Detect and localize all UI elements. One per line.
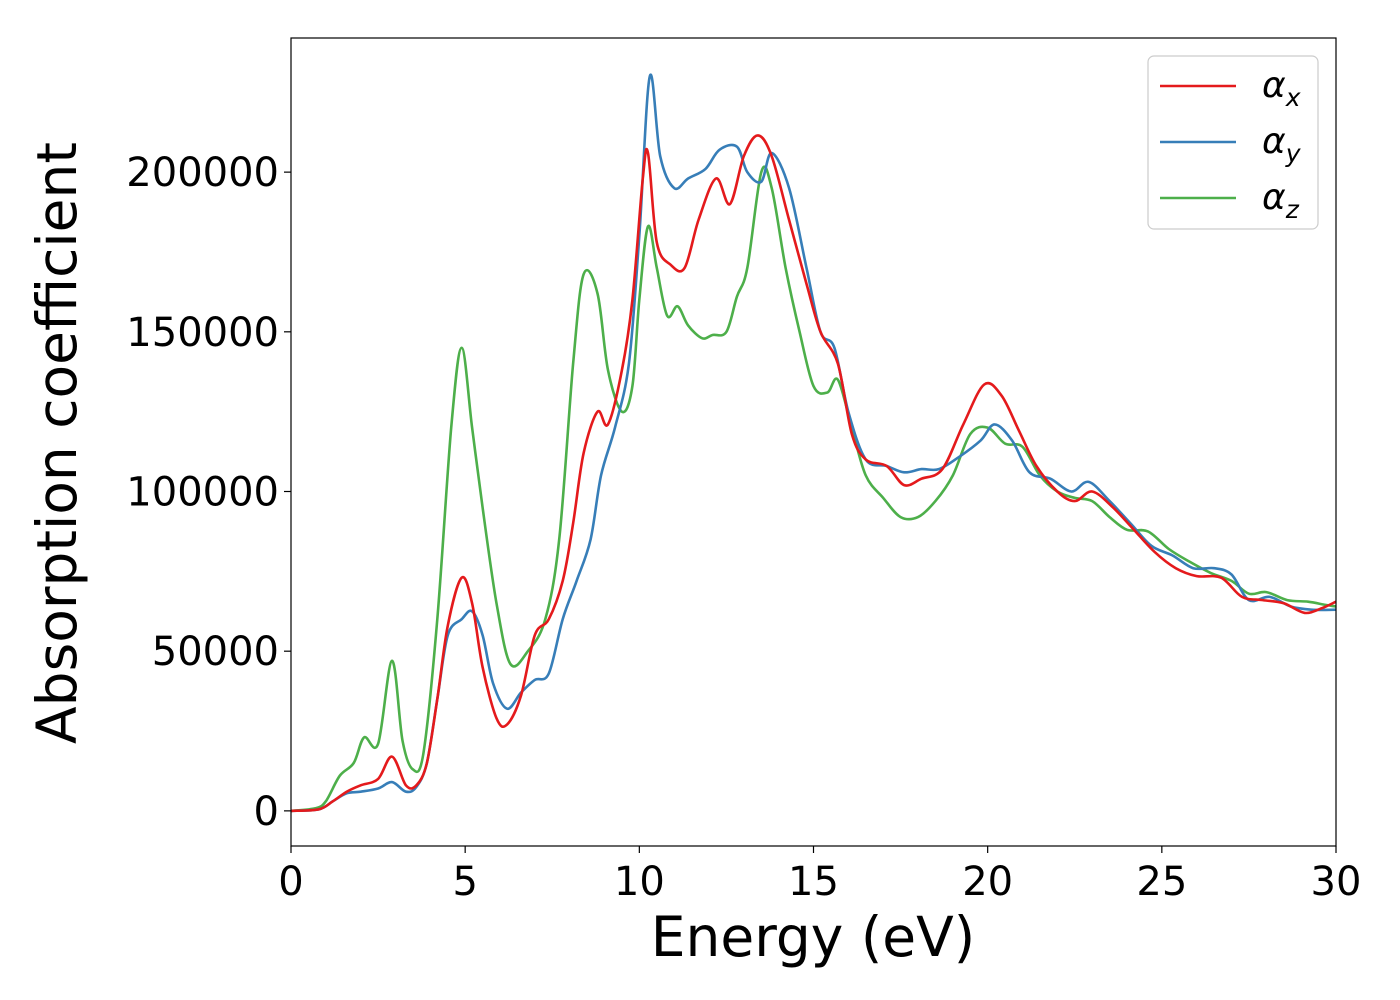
y-tick-label: 200000 bbox=[126, 150, 279, 196]
legend-label-z: αz bbox=[1262, 177, 1300, 224]
series-line-x bbox=[291, 134, 1336, 813]
y-axis-ticks: 0 50000 100000 150000 200000 bbox=[126, 150, 291, 835]
series-layer bbox=[291, 73, 1336, 813]
legend-label-x: αx bbox=[1262, 65, 1301, 112]
x-tick-label: 30 bbox=[1311, 859, 1362, 905]
x-tick-label: 0 bbox=[278, 859, 303, 905]
y-tick-label: 150000 bbox=[126, 310, 279, 356]
x-tick-label: 10 bbox=[614, 859, 665, 905]
y-tick-label: 0 bbox=[254, 789, 279, 835]
x-tick-label: 25 bbox=[1136, 859, 1187, 905]
x-tick-label: 5 bbox=[452, 859, 477, 905]
x-axis-ticks: 0 5 10 15 20 25 30 bbox=[278, 846, 1361, 905]
legend: αx αy αz bbox=[1147, 55, 1319, 230]
series-line-z bbox=[291, 165, 1336, 813]
y-tick-label: 50000 bbox=[152, 629, 279, 675]
x-axis-label: Energy (eV) bbox=[651, 905, 975, 969]
x-tick-label: 20 bbox=[962, 859, 1013, 905]
series-line-y bbox=[291, 73, 1336, 813]
y-tick-label: 100000 bbox=[126, 470, 279, 516]
y-axis-label: Absorption coefficient bbox=[25, 142, 89, 744]
x-tick-label: 15 bbox=[788, 859, 839, 905]
legend-label-y: αy bbox=[1262, 121, 1302, 168]
